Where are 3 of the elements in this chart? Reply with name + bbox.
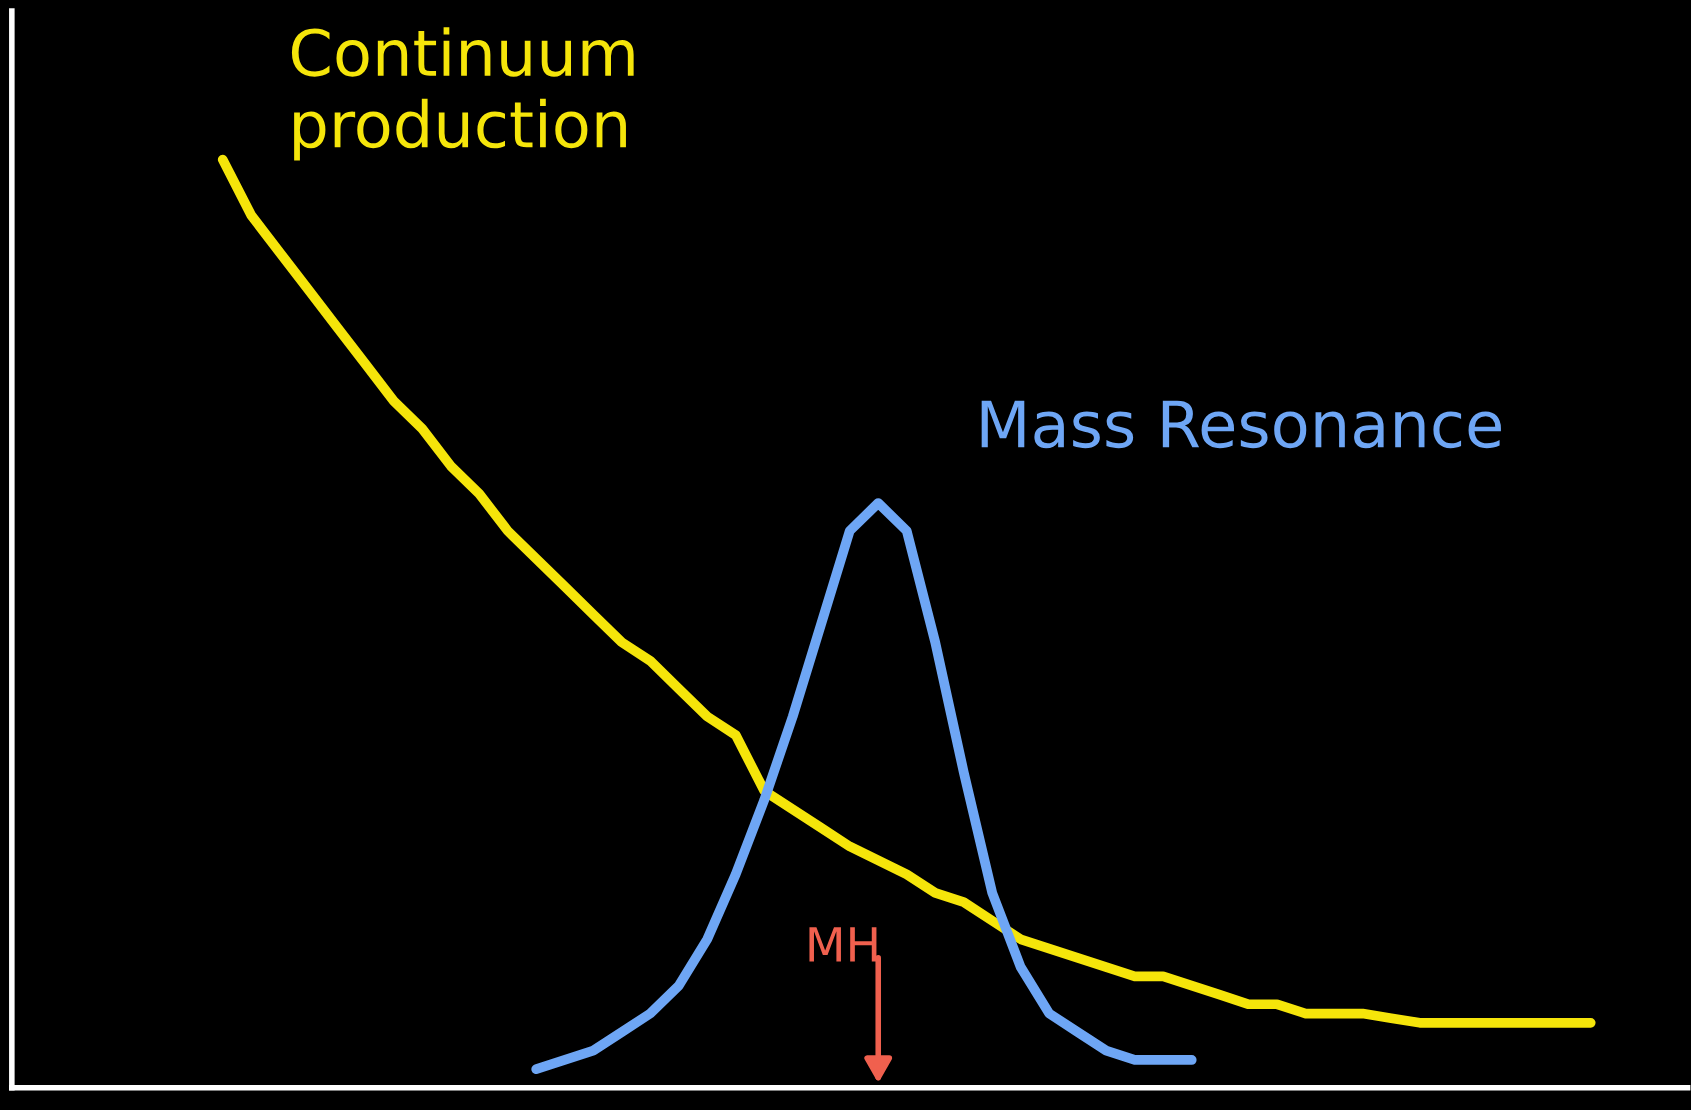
- series-label: Mass Resonance: [981, 400, 1501, 449]
- annotation: MH: [809, 927, 877, 962]
- series-label: Continuum production: [291, 27, 634, 161]
